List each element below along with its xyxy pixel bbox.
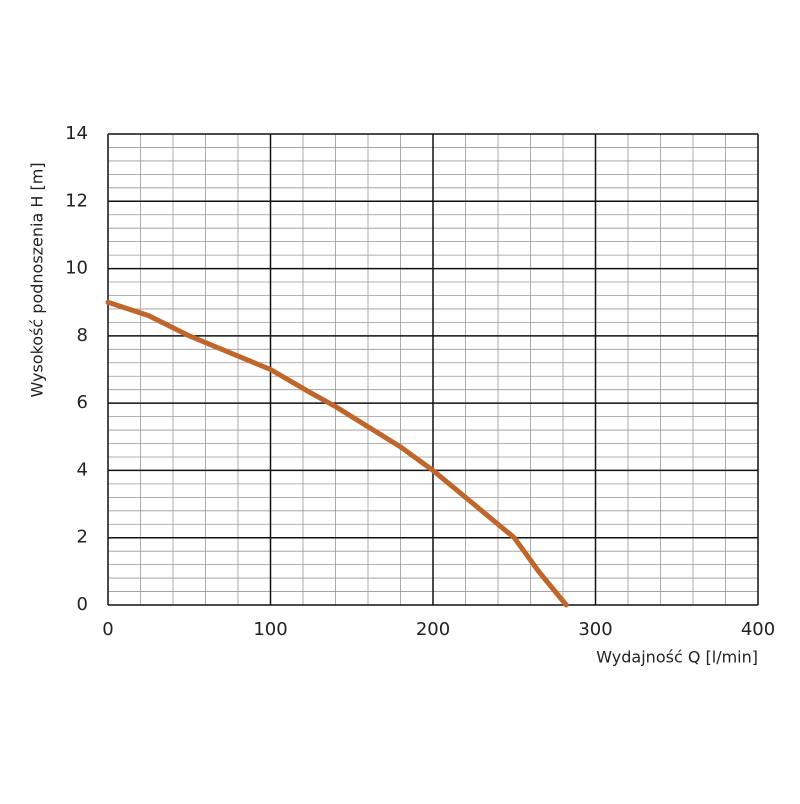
- x-tick-label: 300: [578, 619, 612, 640]
- y-tick-label: 4: [77, 459, 88, 480]
- y-tick-label: 12: [65, 190, 88, 211]
- x-tick-label: 100: [253, 619, 287, 640]
- x-tick-label: 0: [102, 619, 113, 640]
- y-axis-label: Wysokość podnoszenia H [m]: [28, 162, 47, 397]
- x-axis-label: Wydajność Q [l/min]: [596, 648, 758, 667]
- y-tick-label: 8: [77, 325, 88, 346]
- y-tick-label: 0: [77, 594, 88, 615]
- data-line: [105, 299, 569, 608]
- x-tick-label: 200: [416, 619, 450, 640]
- x-tick-label: 400: [741, 619, 775, 640]
- y-tick-label: 6: [77, 392, 88, 413]
- y-tick-label: 14: [65, 123, 88, 144]
- y-tick-label: 10: [65, 258, 88, 279]
- y-tick-label: 2: [77, 527, 88, 548]
